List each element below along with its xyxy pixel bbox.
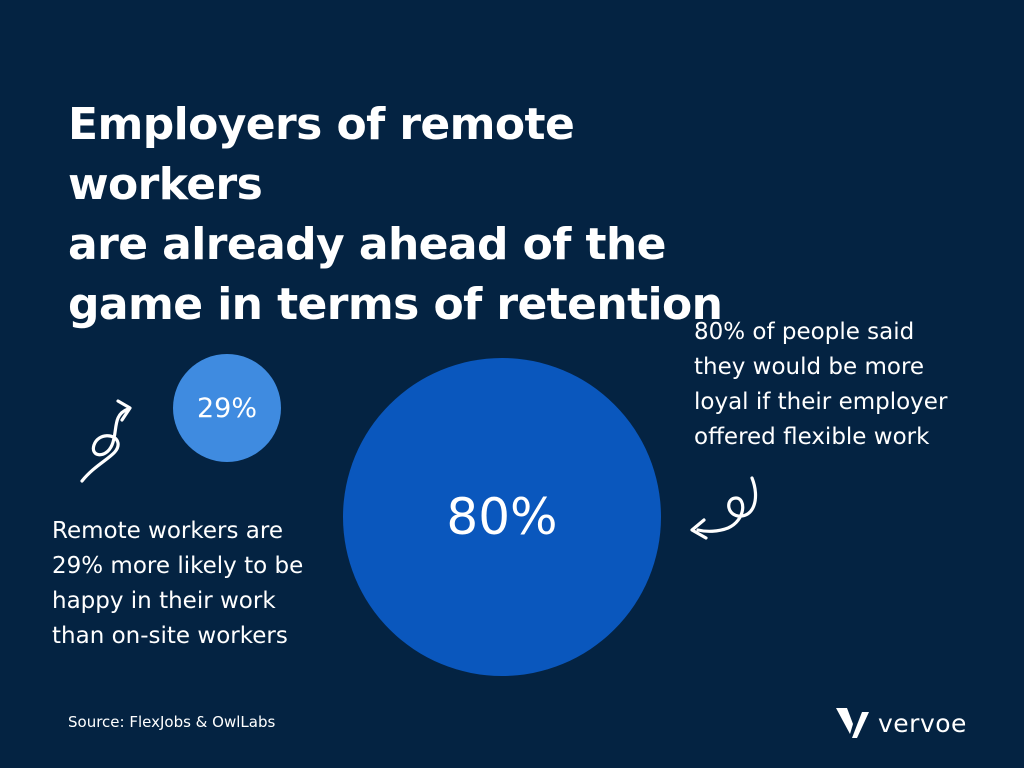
big-stat-value: 80%: [446, 488, 558, 546]
happiness-line-2: 29% more likely to be: [52, 553, 304, 579]
loyalty-description: 80% of people said they would be more lo…: [694, 315, 994, 455]
small-stat-circle: 29%: [173, 354, 281, 462]
happiness-line-1: Remote workers are: [52, 518, 283, 544]
title-line-1: Employers of remote workers: [68, 99, 575, 210]
big-stat-circle: 80%: [343, 358, 661, 676]
source-citation: Source: FlexJobs & OwlLabs: [68, 713, 276, 731]
logo-wordmark: vervoe: [878, 708, 967, 738]
loyalty-line-3: loyal if their employer: [694, 389, 948, 415]
loyalty-line-4: offered flexible work: [694, 424, 930, 450]
vervoe-logo: vervoe: [836, 705, 967, 741]
happiness-line-3: happy in their work: [52, 588, 276, 614]
happiness-line-4: than on-site workers: [52, 623, 288, 649]
vervoe-v-mark-icon: [836, 708, 869, 738]
title-line-3: game in terms of retention: [68, 279, 723, 330]
loyalty-line-1: 80% of people said: [694, 319, 915, 345]
page-title: Employers of remote workers are already …: [68, 95, 768, 335]
loyalty-line-2: they would be more: [694, 354, 925, 380]
curly-arrow-left-icon: [80, 399, 132, 483]
happiness-description: Remote workers are 29% more likely to be…: [52, 514, 352, 654]
title-line-2: are already ahead of the: [68, 219, 667, 270]
small-stat-value: 29%: [196, 392, 257, 424]
curly-arrow-right-icon: [690, 476, 758, 540]
